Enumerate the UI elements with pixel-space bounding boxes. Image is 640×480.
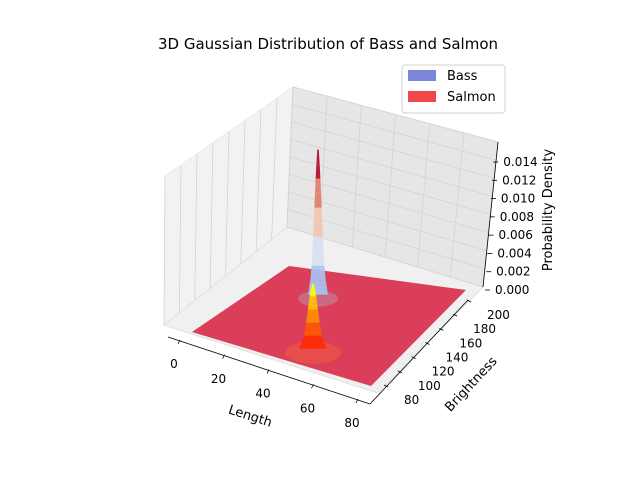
x-tick-label: 20 bbox=[211, 372, 226, 386]
z-tick-label: 0.006 bbox=[499, 228, 533, 242]
gridline-x bbox=[209, 142, 214, 289]
y-axis-line bbox=[369, 299, 469, 405]
surface-band-bass bbox=[316, 149, 320, 165]
x-tick-mark bbox=[266, 369, 270, 374]
surface-band-bass bbox=[310, 265, 326, 281]
gridline-x bbox=[255, 109, 262, 252]
y-tick-label: 160 bbox=[459, 336, 482, 350]
x-axis-label: Length bbox=[226, 403, 273, 431]
y-tick-mark bbox=[383, 384, 389, 388]
surface-band-bass bbox=[312, 236, 324, 252]
x-tick-label: 60 bbox=[300, 401, 315, 415]
z-axis-line bbox=[482, 141, 499, 288]
y-tick-mark bbox=[466, 299, 472, 303]
z-tick-label: 0.000 bbox=[495, 283, 529, 297]
z-tick-label: 0.008 bbox=[500, 210, 534, 224]
gridline-y bbox=[351, 105, 362, 248]
surface-band-salmon bbox=[308, 296, 318, 304]
y-tick-label: 120 bbox=[432, 365, 455, 379]
surface-band-bass bbox=[311, 251, 325, 266]
gridline-x bbox=[271, 98, 278, 240]
z-tick-label: 0.012 bbox=[502, 173, 536, 187]
y-tick-mark bbox=[439, 327, 444, 331]
x-tick-mark bbox=[355, 398, 359, 404]
surface-band-salmon bbox=[310, 283, 316, 291]
gridline-x bbox=[194, 153, 198, 301]
x-tick-mark bbox=[177, 339, 181, 345]
surface-band-salmon bbox=[298, 342, 327, 349]
legend-label-salmon: Salmon bbox=[447, 90, 496, 105]
gridline-x bbox=[163, 175, 166, 326]
surface-band-bass bbox=[315, 164, 321, 179]
y-tick-mark bbox=[425, 342, 430, 345]
y-tick-label: 100 bbox=[418, 379, 441, 393]
surface-band-salmon bbox=[305, 322, 321, 330]
surface-footprint-salmon bbox=[284, 341, 341, 364]
z-tick-label: 0.010 bbox=[501, 192, 535, 206]
y-tick-mark bbox=[397, 370, 403, 374]
gridline-y bbox=[449, 132, 465, 278]
gridline-x bbox=[178, 164, 182, 313]
surface-band-bass bbox=[314, 178, 322, 194]
legend-swatch-bass bbox=[408, 70, 436, 81]
surface-band-bass bbox=[314, 193, 322, 208]
x-tick-label: 0 bbox=[170, 357, 178, 371]
y-tick-label: 180 bbox=[473, 322, 496, 336]
x-tick-mark bbox=[222, 354, 225, 359]
surface-band-bass bbox=[313, 222, 323, 237]
x-axis-line bbox=[167, 336, 371, 405]
surface-band-salmon bbox=[309, 290, 317, 297]
surface-band-salmon bbox=[303, 329, 322, 336]
x-tick-mark bbox=[311, 384, 314, 389]
x-tick-label: 40 bbox=[255, 387, 270, 401]
y-tick-mark bbox=[411, 356, 416, 360]
gridlines bbox=[163, 86, 499, 326]
legend-swatch-salmon bbox=[408, 91, 436, 102]
surface-band-salmon bbox=[307, 303, 318, 310]
z-tick-label: 0.004 bbox=[497, 246, 531, 260]
y-tick-label: 200 bbox=[487, 308, 510, 322]
surface-band-salmon bbox=[306, 309, 319, 317]
gridline-x bbox=[225, 131, 230, 277]
legend-label-bass: Bass bbox=[447, 69, 478, 84]
z-tick-label: 0.014 bbox=[503, 155, 537, 169]
gridline-x bbox=[240, 120, 246, 264]
surface-base-plane bbox=[192, 266, 466, 386]
z-tick-label: 0.002 bbox=[496, 265, 530, 279]
surface-band-salmon bbox=[302, 335, 324, 343]
gridline-y bbox=[286, 86, 294, 228]
chart-title: 3D Gaussian Distribution of Bass and Sal… bbox=[158, 35, 498, 53]
x-tick-label: 80 bbox=[344, 416, 359, 430]
gaussian-surfaces bbox=[284, 149, 341, 364]
y-tick-mark bbox=[452, 313, 458, 317]
gridline-y bbox=[384, 114, 396, 258]
z-axis-label: Probability Density bbox=[541, 149, 556, 272]
surface-band-bass bbox=[313, 207, 323, 223]
y-tick-label: 80 bbox=[404, 393, 419, 407]
surface-band-salmon bbox=[306, 316, 320, 323]
y-tick-label: 140 bbox=[446, 351, 469, 365]
gridline-y bbox=[417, 123, 431, 268]
legend: Bass Salmon bbox=[401, 64, 506, 114]
axis-ticks: 020406080801001201401601802000.0000.0020… bbox=[170, 155, 537, 430]
